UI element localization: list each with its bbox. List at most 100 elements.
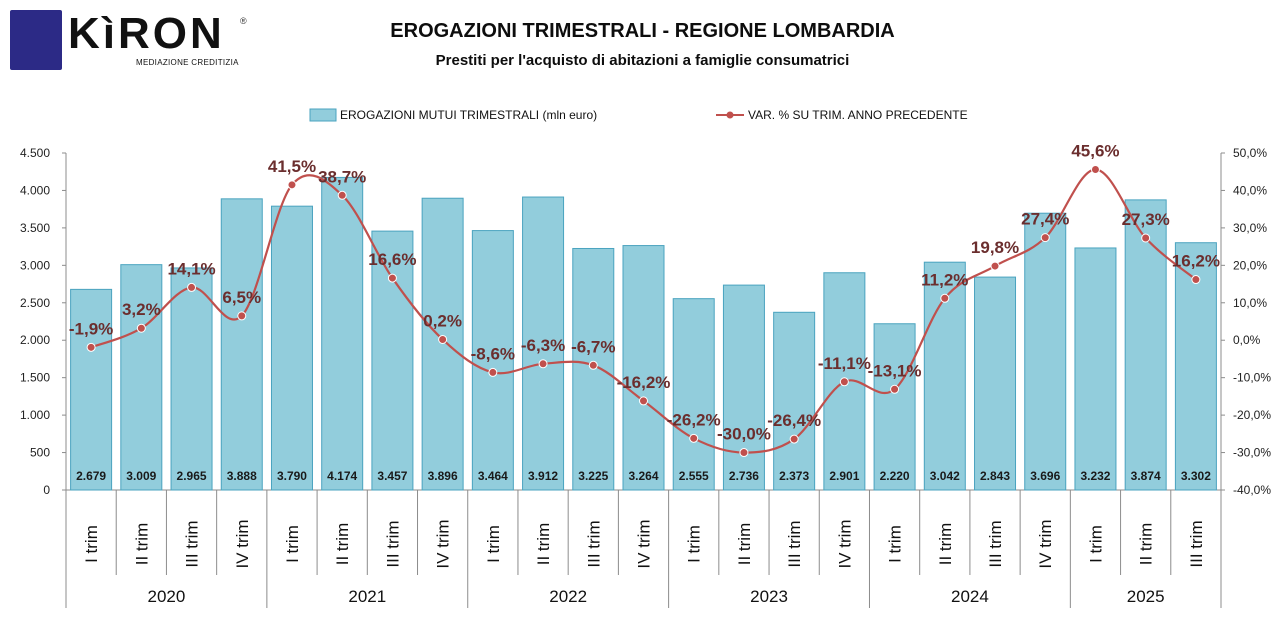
bar (471, 230, 514, 491)
y-left-tick-label: 1.500 (20, 371, 50, 385)
bar (1024, 212, 1067, 491)
year-label: 2022 (549, 587, 587, 606)
line-value-label: 27,4% (1021, 210, 1069, 229)
bar (522, 196, 565, 491)
bar-value-label: 3.232 (1080, 469, 1110, 483)
category-label: II trim (132, 523, 151, 566)
y-right-tick-label: -40,0% (1233, 483, 1271, 497)
legend-line-marker (726, 111, 734, 119)
bar-value-label: 3.874 (1131, 469, 1161, 483)
bar-value-label: 3.302 (1181, 469, 1211, 483)
line-value-label: -11,1% (818, 354, 871, 373)
bar (321, 176, 364, 491)
y-right-tick-label: 20,0% (1233, 258, 1267, 272)
category-label: III trim (183, 520, 202, 567)
line-point (739, 448, 749, 458)
bar (722, 284, 765, 491)
logo-name: KìRON (68, 9, 225, 58)
bar (371, 230, 414, 491)
line-value-label: -26,2% (667, 410, 721, 429)
bar-value-label: 3.896 (428, 469, 458, 483)
bar (120, 264, 163, 491)
y-right-tick-label: 40,0% (1233, 183, 1267, 197)
line-value-label: 3,2% (122, 300, 161, 319)
y-left-tick-label: 3.500 (20, 221, 50, 235)
year-label: 2024 (951, 587, 989, 606)
y-left-tick-label: 2.000 (20, 333, 50, 347)
bar-value-label: 3.464 (478, 469, 508, 483)
line-value-label: -6,7% (571, 337, 615, 356)
year-label: 2025 (1127, 587, 1165, 606)
category-label: II trim (333, 523, 352, 566)
y-right-tick-label: -10,0% (1233, 371, 1271, 385)
logo-tagline: MEDIAZIONE CREDITIZIA (136, 58, 239, 67)
line-point (438, 334, 448, 344)
category-label: III trim (1187, 520, 1206, 567)
line-value-label: -8,6% (471, 344, 515, 363)
category-label: II trim (534, 523, 553, 566)
category-label: II trim (1137, 523, 1156, 566)
chart-subtitle: Prestiti per l'acquisto di abitazioni a … (435, 52, 850, 69)
bar-value-label: 2.965 (177, 469, 207, 483)
line-point (588, 360, 598, 370)
y-left-tick-label: 4.500 (20, 146, 50, 160)
category-label: IV trim (434, 519, 453, 568)
bar-value-label: 3.457 (377, 469, 407, 483)
bar (220, 198, 263, 491)
line-value-label: 14,1% (167, 259, 215, 278)
y-left-tick-label: 4.000 (20, 183, 50, 197)
line-point (890, 384, 900, 394)
bar-value-label: 3.225 (578, 469, 608, 483)
line-point (1141, 233, 1151, 243)
category-label: II trim (735, 523, 754, 566)
line-value-label: -13,1% (868, 361, 922, 380)
line-value-label: 38,7% (318, 167, 366, 186)
category-label: I trim (685, 525, 704, 563)
category-label: IV trim (835, 519, 854, 568)
bar-value-label: 2.736 (729, 469, 759, 483)
legend-bar-label: EROGAZIONI MUTUI TRIMESTRALI (mln euro) (340, 108, 597, 122)
y-left-tick-label: 3.000 (20, 258, 50, 272)
logo-emblem-icon (10, 10, 62, 70)
line-value-label: 11,2% (921, 270, 968, 289)
line-point (387, 273, 397, 283)
bar (270, 205, 313, 491)
line-point (187, 282, 197, 292)
category-label: IV trim (635, 519, 654, 568)
y-left-tick-label: 500 (30, 446, 50, 460)
chart-title: EROGAZIONI TRIMESTRALI - REGIONE LOMBARD… (390, 20, 895, 42)
y-right-tick-label: 30,0% (1233, 221, 1267, 235)
line-value-label: 41,5% (268, 157, 316, 176)
bar (622, 245, 665, 491)
bar (1074, 247, 1117, 491)
bar-value-label: 2.555 (679, 469, 709, 483)
line-value-label: 45,6% (1071, 141, 1119, 160)
line-point (86, 342, 96, 352)
bar-value-label: 4.174 (327, 469, 357, 483)
line-value-label: -1,9% (69, 319, 113, 338)
category-label: I trim (82, 525, 101, 563)
line-point (237, 311, 247, 321)
bar (873, 323, 916, 491)
category-label: III trim (383, 520, 402, 567)
bar (170, 267, 213, 491)
bar-value-label: 3.009 (126, 469, 156, 483)
bar-value-label: 2.373 (779, 469, 809, 483)
line-point (839, 377, 849, 387)
line-value-label: -6,3% (521, 336, 565, 355)
line-point (337, 190, 347, 200)
line-point (538, 359, 548, 369)
category-label: IV trim (1036, 519, 1055, 568)
line-value-label: 27,3% (1122, 210, 1170, 229)
line-value-label: -16,2% (617, 373, 671, 392)
y-right-tick-label: 0,0% (1233, 333, 1261, 347)
line-value-label: 19,8% (971, 238, 1019, 257)
bar-value-label: 3.264 (628, 469, 658, 483)
line-point (1191, 275, 1201, 285)
line-point (940, 293, 950, 303)
y-right-tick-label: -30,0% (1233, 446, 1271, 460)
y-left-tick-label: 0 (43, 483, 50, 497)
y-left-tick-label: 1.000 (20, 408, 50, 422)
line-value-label: -26,4% (767, 411, 821, 430)
